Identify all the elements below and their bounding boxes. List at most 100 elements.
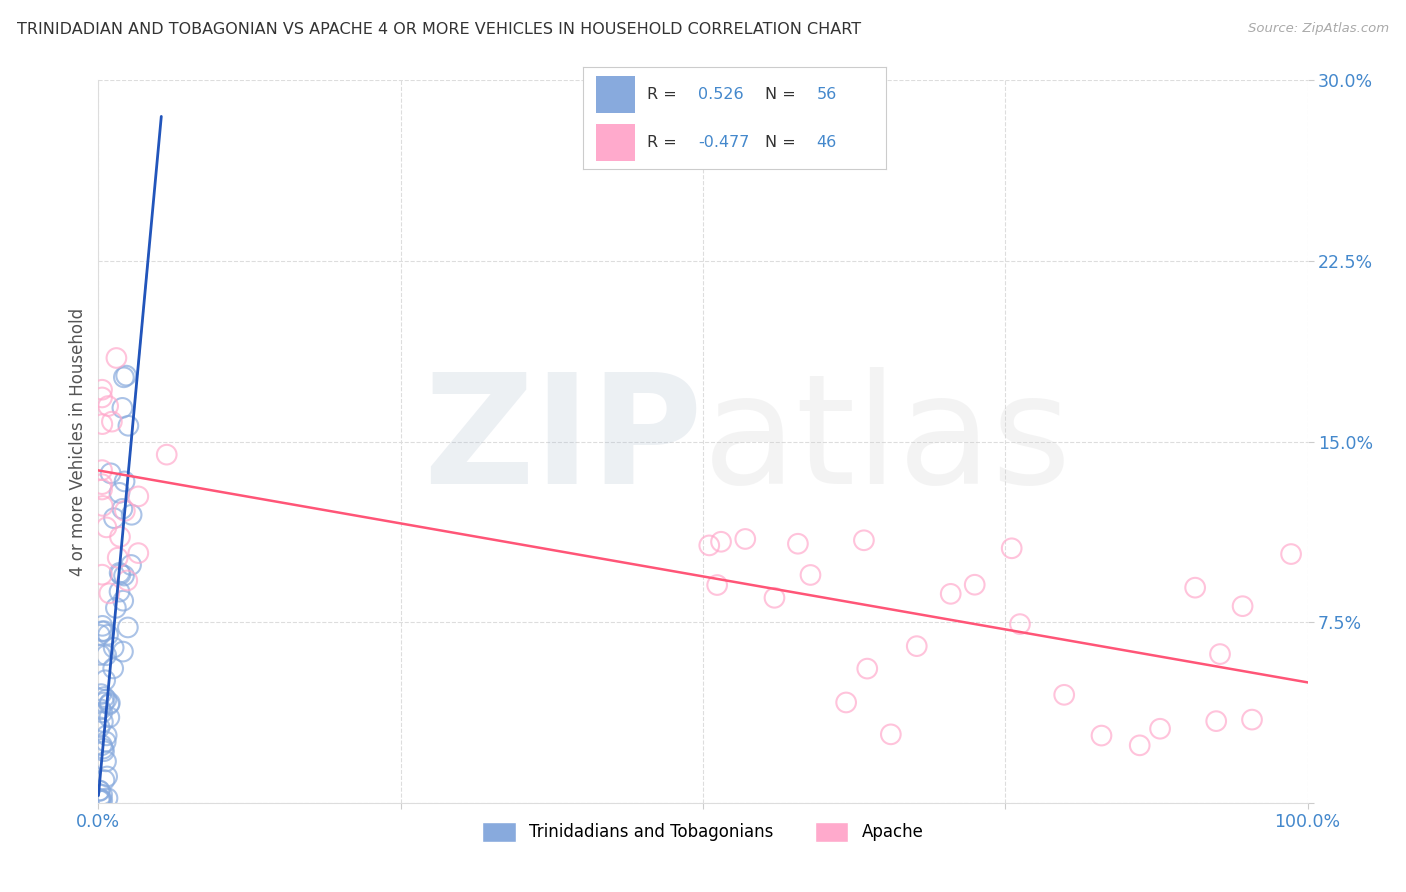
Point [697, 538, 720, 552]
Text: TRINIDADIAN AND TOBAGONIAN VS APACHE 4 OR MORE VEHICLES IN HOUSEHOLD CORRELATION: TRINIDADIAN AND TOBAGONIAN VS APACHE 4 O… [17, 22, 860, 37]
Point [100, 467, 122, 481]
Point [91, 499, 114, 513]
FancyBboxPatch shape [596, 124, 636, 161]
Point [156, 448, 179, 462]
Point [96, 692, 118, 706]
Point [1001, 541, 1024, 556]
Point [114, 475, 136, 489]
Point [98, 696, 121, 710]
Point [91, 567, 114, 582]
Text: ZIP: ZIP [423, 367, 703, 516]
Point [90, 687, 112, 701]
Point [1053, 688, 1076, 702]
Point [89, 784, 111, 798]
Point [111, 501, 134, 516]
Point [93, 690, 115, 704]
Point [1232, 599, 1254, 614]
Point [1090, 729, 1112, 743]
Point [112, 370, 135, 384]
Point [93, 696, 115, 710]
Text: 0.526: 0.526 [699, 87, 744, 102]
Text: R =: R = [647, 87, 682, 102]
Point [89, 648, 111, 662]
Point [905, 639, 928, 653]
Point [1205, 714, 1227, 728]
Point [127, 489, 149, 503]
Point [91, 624, 114, 639]
Point [91, 383, 114, 397]
Point [94, 734, 117, 748]
Point [117, 418, 139, 433]
Point [91, 619, 114, 633]
Point [121, 508, 143, 522]
Point [103, 661, 125, 675]
Point [799, 568, 821, 582]
Point [835, 696, 858, 710]
Point [93, 744, 115, 758]
Point [104, 600, 127, 615]
Point [89, 783, 111, 797]
Point [710, 534, 733, 549]
Point [117, 620, 139, 634]
Point [96, 520, 118, 534]
Point [94, 673, 117, 688]
Point [787, 537, 810, 551]
Point [90, 793, 112, 807]
Point [91, 417, 114, 431]
Point [110, 567, 132, 582]
Point [91, 391, 114, 405]
Point [939, 587, 962, 601]
FancyBboxPatch shape [596, 76, 636, 113]
Point [108, 530, 131, 544]
Point [117, 574, 139, 588]
Point [127, 546, 149, 560]
Point [91, 463, 114, 477]
Point [112, 593, 135, 607]
Point [97, 399, 120, 413]
Point [108, 566, 131, 580]
Point [1184, 581, 1206, 595]
Point [89, 628, 111, 642]
Text: atlas: atlas [703, 367, 1073, 516]
Point [96, 769, 118, 783]
Point [103, 511, 125, 525]
Point [89, 720, 111, 734]
Text: N =: N = [765, 87, 801, 102]
Point [90, 702, 112, 716]
Legend: Trinidadians and Tobagonians, Apache: Trinidadians and Tobagonians, Apache [475, 815, 931, 848]
Point [1209, 647, 1232, 661]
Point [101, 415, 124, 429]
Point [963, 578, 986, 592]
Point [852, 533, 875, 548]
Point [98, 586, 121, 600]
Point [112, 568, 135, 582]
Point [114, 504, 136, 518]
Point [89, 793, 111, 807]
Point [108, 485, 131, 500]
Point [103, 640, 125, 655]
Point [108, 584, 131, 599]
Point [91, 477, 114, 491]
Point [105, 351, 128, 365]
Point [89, 792, 111, 806]
Point [111, 401, 134, 415]
Y-axis label: 4 or more Vehicles in Household: 4 or more Vehicles in Household [69, 308, 87, 575]
Point [98, 710, 121, 724]
Point [91, 788, 114, 802]
Point [107, 550, 129, 565]
Point [1129, 739, 1152, 753]
Point [91, 483, 114, 497]
Point [880, 727, 903, 741]
Point [1149, 722, 1171, 736]
Point [706, 578, 728, 592]
Text: 46: 46 [817, 136, 837, 151]
Point [111, 644, 134, 658]
Point [93, 773, 115, 788]
Point [91, 706, 114, 720]
Point [1240, 713, 1263, 727]
Point [90, 738, 112, 752]
Point [91, 793, 114, 807]
Point [96, 728, 118, 742]
Point [734, 532, 756, 546]
Point [120, 558, 142, 572]
